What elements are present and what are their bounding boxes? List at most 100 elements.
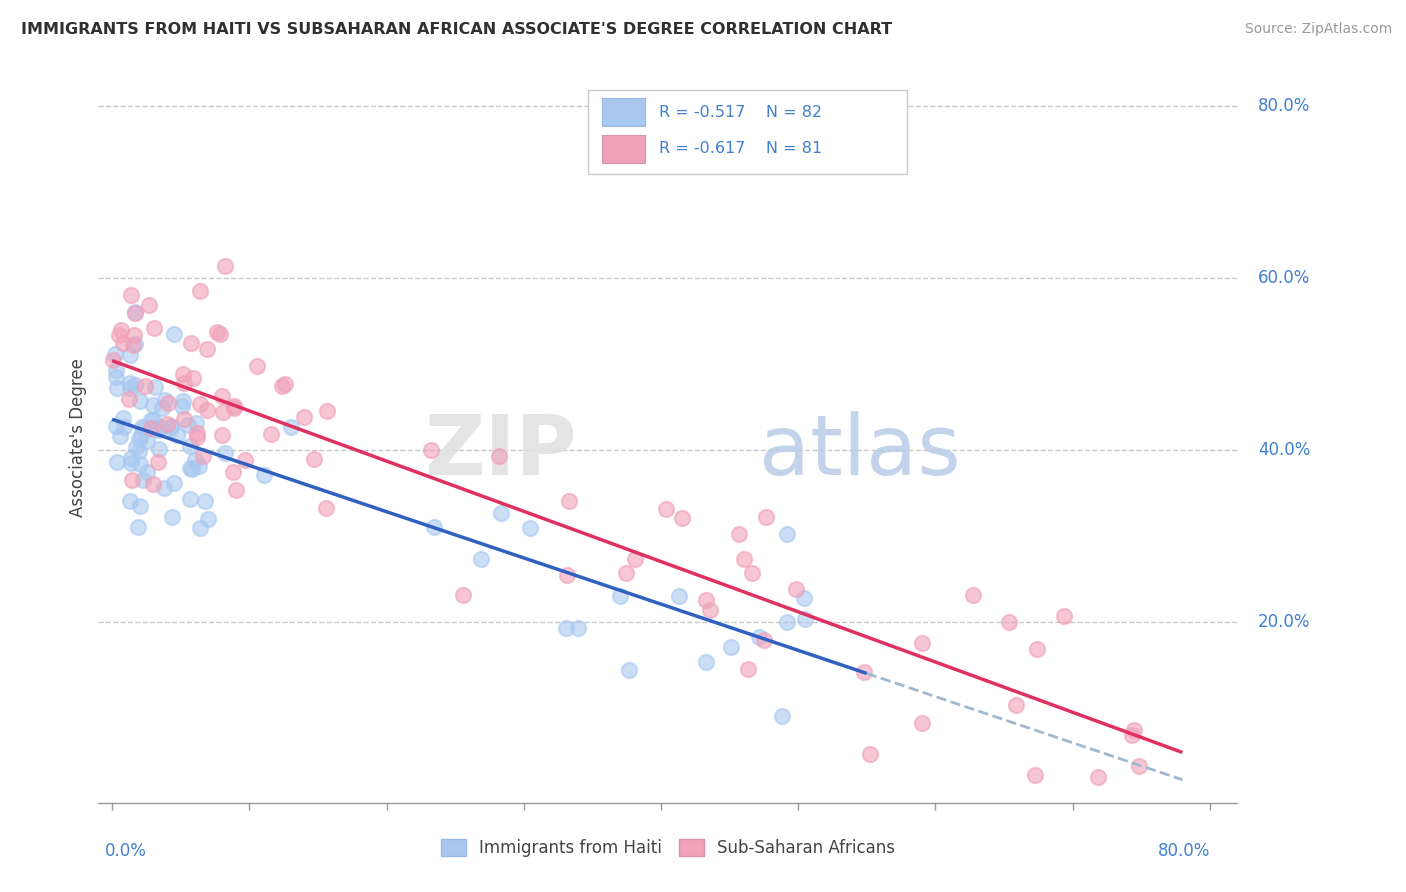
- Point: [1004, 698, 1026, 713]
- Point: [271, 379, 294, 393]
- Point: [139, 421, 162, 435]
- Point: [695, 655, 717, 669]
- Point: [280, 419, 302, 434]
- Point: [142, 413, 165, 427]
- Point: [120, 451, 142, 466]
- Text: ZIP: ZIP: [425, 411, 576, 492]
- Point: [1087, 770, 1109, 784]
- Point: [315, 500, 337, 515]
- Point: [233, 453, 256, 467]
- Point: [170, 399, 193, 413]
- Point: [160, 421, 183, 435]
- Point: [146, 421, 169, 435]
- Point: [134, 379, 156, 393]
- Point: [172, 394, 194, 409]
- Point: [153, 481, 176, 495]
- Point: [188, 521, 211, 535]
- Point: [194, 494, 217, 508]
- Text: 80.0%: 80.0%: [1258, 96, 1310, 115]
- Point: [124, 306, 146, 320]
- Point: [1123, 723, 1146, 737]
- Point: [101, 352, 124, 367]
- Point: [124, 377, 146, 392]
- Point: [166, 428, 188, 442]
- Text: 0.0%: 0.0%: [105, 841, 148, 860]
- Point: [181, 461, 204, 475]
- Point: [118, 376, 141, 391]
- Point: [104, 418, 127, 433]
- Point: [292, 410, 315, 425]
- Point: [128, 499, 150, 513]
- Point: [128, 432, 150, 446]
- Point: [214, 259, 236, 273]
- Point: [162, 326, 184, 341]
- Point: [125, 440, 148, 454]
- Point: [121, 473, 143, 487]
- Point: [104, 347, 127, 361]
- Point: [163, 475, 186, 490]
- Text: R = -0.517    N = 82: R = -0.517 N = 82: [659, 105, 823, 120]
- Point: [179, 461, 201, 475]
- Point: [134, 421, 156, 435]
- Point: [124, 304, 146, 318]
- Point: [188, 397, 211, 411]
- Point: [143, 380, 166, 394]
- Point: [728, 527, 751, 541]
- Point: [614, 566, 637, 580]
- Point: [156, 417, 179, 432]
- Point: [105, 381, 128, 395]
- Point: [997, 615, 1019, 629]
- Text: R = -0.617    N = 81: R = -0.617 N = 81: [659, 142, 823, 156]
- Point: [246, 359, 269, 373]
- Point: [519, 521, 541, 535]
- Point: [741, 566, 763, 580]
- Point: [146, 455, 169, 469]
- Point: [222, 465, 245, 479]
- Point: [184, 453, 207, 467]
- Point: [179, 439, 201, 453]
- Point: [104, 370, 127, 384]
- Point: [699, 602, 721, 616]
- Text: 40.0%: 40.0%: [1258, 441, 1310, 459]
- Point: [138, 298, 160, 312]
- Point: [737, 662, 759, 676]
- Point: [179, 491, 201, 506]
- Point: [177, 417, 200, 432]
- Point: [754, 510, 776, 524]
- Point: [222, 399, 245, 413]
- Point: [785, 582, 807, 596]
- Point: [1026, 641, 1049, 656]
- Point: [186, 430, 208, 444]
- Point: [195, 343, 218, 357]
- Point: [302, 451, 325, 466]
- Point: [962, 588, 984, 602]
- Point: [1121, 728, 1143, 742]
- Point: [127, 520, 149, 534]
- Point: [148, 442, 170, 456]
- Point: [420, 442, 443, 457]
- Text: 20.0%: 20.0%: [1258, 613, 1310, 632]
- Point: [132, 474, 155, 488]
- Point: [617, 663, 640, 677]
- Point: [775, 615, 797, 629]
- Point: [173, 376, 195, 390]
- Point: [110, 323, 132, 337]
- Point: [195, 402, 218, 417]
- Bar: [602, 98, 645, 126]
- Point: [122, 328, 145, 343]
- Point: [197, 511, 219, 525]
- Point: [776, 527, 799, 541]
- Point: [555, 568, 578, 582]
- Point: [143, 422, 166, 436]
- Point: [120, 493, 142, 508]
- Text: 80.0%: 80.0%: [1157, 841, 1209, 860]
- Point: [558, 494, 581, 508]
- Text: atlas: atlas: [759, 411, 960, 492]
- Point: [173, 412, 195, 426]
- Point: [770, 708, 793, 723]
- Point: [107, 455, 129, 469]
- Point: [555, 621, 578, 635]
- Point: [128, 393, 150, 408]
- Point: [186, 425, 208, 440]
- Point: [1053, 608, 1076, 623]
